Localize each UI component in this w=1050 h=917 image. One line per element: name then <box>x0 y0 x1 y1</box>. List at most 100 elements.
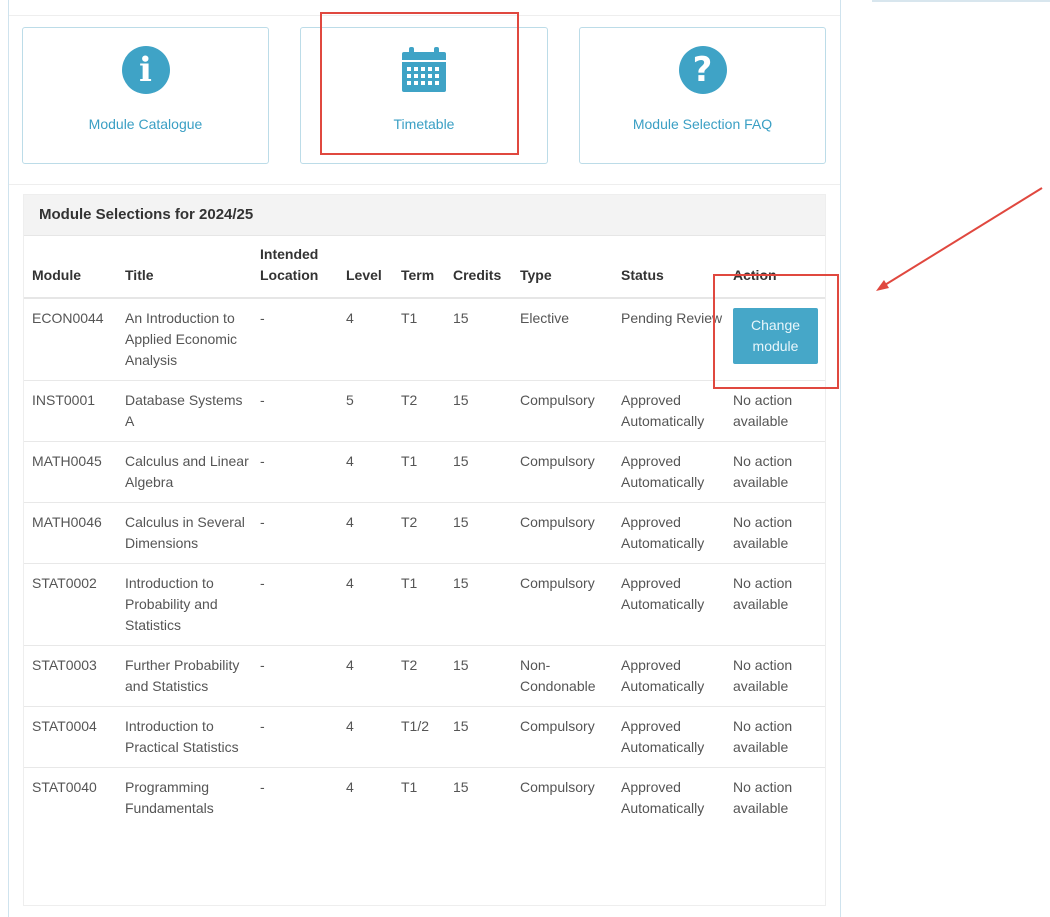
cell-action: No action available <box>725 441 825 503</box>
cell-status: Approved Automatically <box>613 502 725 564</box>
table-row: ECON0044 An Introduction to Applied Econo… <box>24 297 825 381</box>
cell-term: T2 <box>393 380 445 442</box>
cell-location: - <box>252 563 338 646</box>
cell-term: T1 <box>393 441 445 503</box>
cell-location: - <box>252 502 338 564</box>
cell-status: Approved Automatically <box>613 645 725 707</box>
cell-term: T1 <box>393 297 445 381</box>
cell-title: Programming Fundamentals <box>117 767 252 828</box>
column-header: Title <box>117 236 252 299</box>
cell-type: Non-Condonable <box>512 645 613 707</box>
table-row: MATH0045 Calculus and Linear Algebra -4 T1 1… <box>24 441 825 503</box>
cell-term: T1/2 <box>393 706 445 768</box>
cell-action: No action available <box>725 502 825 564</box>
cell-title: Database Systems A <box>117 380 252 442</box>
info-icon: i <box>121 46 170 94</box>
cell-status: Approved Automatically <box>613 563 725 646</box>
cell-term: T2 <box>393 645 445 707</box>
cell-module: STAT0003 <box>24 645 117 707</box>
cell-level: 4 <box>338 645 393 707</box>
cell-credits: 15 <box>445 767 512 828</box>
cell-action: No action available <box>725 380 825 442</box>
cell-module: MATH0046 <box>24 502 117 564</box>
cell-status: Approved Automatically <box>613 441 725 503</box>
cell-type: Compulsory <box>512 767 613 828</box>
cell-type: Compulsory <box>512 563 613 646</box>
module-catalogue-card[interactable]: i Module Catalogue <box>22 27 269 164</box>
cell-action: No action available <box>725 706 825 768</box>
annotation-highlight-box <box>320 12 519 155</box>
column-header: Intended Location <box>252 236 338 299</box>
cell-location: - <box>252 297 338 381</box>
column-header: Action <box>725 236 825 299</box>
divider <box>9 184 840 185</box>
change-module-button[interactable]: Change module <box>733 308 818 364</box>
cell-title: Calculus and Linear Algebra <box>117 441 252 503</box>
cell-module: MATH0045 <box>24 441 117 503</box>
column-header: Credits <box>445 236 512 299</box>
cell-status: Approved Automatically <box>613 767 725 828</box>
window-edge <box>872 0 1050 2</box>
cell-status: Approved Automatically <box>613 706 725 768</box>
cell-module: INST0001 <box>24 380 117 442</box>
table-row: STAT0003 Further Probability and Statisti… <box>24 645 825 707</box>
cell-module: STAT0004 <box>24 706 117 768</box>
cell-level: 5 <box>338 380 393 442</box>
cell-term: T2 <box>393 502 445 564</box>
cell-credits: 15 <box>445 563 512 646</box>
faq-card[interactable]: ? Module Selection FAQ <box>579 27 826 164</box>
cell-term: T1 <box>393 767 445 828</box>
cell-credits: 15 <box>445 441 512 503</box>
cell-type: Compulsory <box>512 441 613 503</box>
cell-action: No action available <box>725 563 825 646</box>
table-row: INST0001 Database Systems A -5 T2 15 Compulso… <box>24 380 825 442</box>
cell-type: Compulsory <box>512 380 613 442</box>
card-label: Module Catalogue <box>88 116 203 132</box>
cell-status: Approved Automatically <box>613 380 725 442</box>
cell-module: STAT0040 <box>24 767 117 828</box>
cell-type: Compulsory <box>512 706 613 768</box>
cell-title: Calculus in Several Dimensions <box>117 502 252 564</box>
table-row: STAT0004 Introduction to Practical Statis… <box>24 706 825 768</box>
cell-credits: 15 <box>445 706 512 768</box>
cell-credits: 15 <box>445 502 512 564</box>
cell-level: 4 <box>338 706 393 768</box>
module-selections-panel: Module Selections for 2024/25 Module Titl… <box>23 194 826 906</box>
card-label: Timetable <box>393 116 455 132</box>
cell-term: T1 <box>393 563 445 646</box>
column-header: Term <box>393 236 445 299</box>
cell-level: 4 <box>338 502 393 564</box>
cell-level: 4 <box>338 563 393 646</box>
table-row: MATH0046 Calculus in Several Dimensions -4… <box>24 502 825 564</box>
column-header: Level <box>338 236 393 299</box>
cell-type: Compulsory <box>512 502 613 564</box>
column-header: Status <box>613 236 725 299</box>
cell-action: No action available <box>725 645 825 707</box>
cell-credits: 15 <box>445 645 512 707</box>
cell-location: - <box>252 706 338 768</box>
column-header: Type <box>512 236 613 299</box>
page-frame <box>8 0 841 917</box>
timetable-card[interactable]: Timetable <box>300 27 548 164</box>
cell-title: An Introduction to Applied Economic Anal… <box>117 297 252 381</box>
module-table: Module Title Intended Location Level Term Cre… <box>24 236 825 828</box>
cell-credits: 15 <box>445 297 512 381</box>
cell-title: Introduction to Probability and Statisti… <box>117 563 252 646</box>
cell-credits: 15 <box>445 380 512 442</box>
cell-location: - <box>252 441 338 503</box>
cell-action: No action available <box>725 767 825 828</box>
cell-title: Further Probability and Statistics <box>117 645 252 707</box>
annotation-highlight-box <box>713 274 839 389</box>
calendar-icon <box>402 47 446 92</box>
cell-level: 4 <box>338 297 393 381</box>
cell-module: STAT0002 <box>24 563 117 646</box>
cell-status: Pending Review <box>613 297 725 381</box>
cell-location: - <box>252 767 338 828</box>
question-icon: ? <box>678 46 727 94</box>
cell-location: - <box>252 380 338 442</box>
cell-location: - <box>252 645 338 707</box>
card-label: Module Selection FAQ <box>632 116 773 132</box>
column-header: Module <box>24 236 117 299</box>
cell-level: 4 <box>338 441 393 503</box>
table-row: STAT0002 Introduction to Probability and … <box>24 563 825 646</box>
